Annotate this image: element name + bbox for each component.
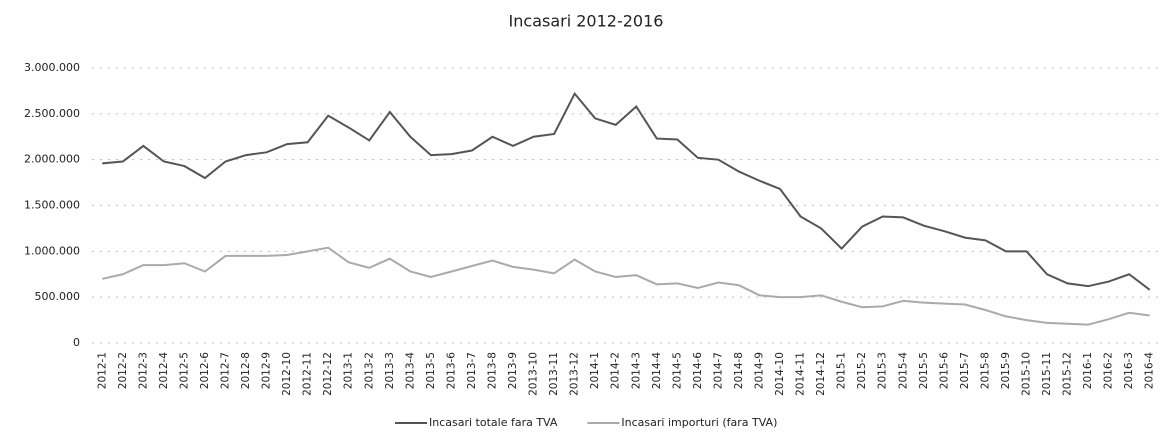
x-tick-label: 2014-7 [712,352,724,389]
x-tick-label: 2012-4 [158,352,170,390]
legend-label: Incasari totale fara TVA [429,416,558,429]
x-tick-label: 2015-12 [1062,352,1074,396]
x-tick-label: 2013-5 [425,352,437,389]
x-tick-label: 2014-11 [795,352,807,396]
y-tick-label: 1.000.000 [24,244,80,257]
x-tick-label: 2013-7 [466,352,478,389]
x-tick-label: 2012-10 [281,352,293,396]
x-tick-label: 2013-4 [404,352,416,390]
x-tick-label: 2016-3 [1123,352,1135,389]
x-tick-label: 2014-12 [815,352,827,396]
x-tick-label: 2012-9 [261,352,273,389]
x-tick-label: 2012-6 [199,352,211,390]
x-tick-label: 2013-2 [363,352,375,389]
x-tick-label: 2015-8 [979,352,991,389]
y-tick-label: 500.000 [35,290,81,303]
x-tick-label: 2015-11 [1041,352,1053,396]
x-tick-label: 2012-12 [322,352,334,396]
y-tick-label: 0 [73,336,80,349]
y-tick-label: 1.500.000 [24,199,80,212]
chart-title: Incasari 2012-2016 [509,12,664,31]
x-tick-label: 2012-5 [178,352,190,389]
x-tick-label: 2015-9 [1000,352,1012,389]
x-tick-label: 2015-5 [918,352,930,389]
x-tick-label: 2013-1 [343,352,355,389]
x-tick-label: 2016-2 [1103,352,1115,389]
x-tick-label: 2013-6 [445,352,457,390]
x-tick-label: 2014-6 [692,352,704,390]
x-tick-label: 2014-4 [651,352,663,390]
series-line [102,246,1150,326]
x-tick-label: 2012-3 [137,352,149,389]
x-tick-label: 2014-9 [754,352,766,389]
x-tick-label: 2015-4 [897,352,909,390]
x-tick-label: 2015-1 [836,352,848,389]
x-tick-label: 2013-9 [507,352,519,389]
x-tick-label: 2014-5 [671,352,683,389]
legend-label: Incasari importuri (fara TVA) [621,416,777,429]
x-tick-label: 2014-8 [733,352,745,389]
x-tick-label: 2015-2 [856,352,868,389]
x-tick-label: 2016-1 [1082,352,1094,389]
x-tick-label: 2013-11 [548,352,560,396]
x-tick-label: 2012-11 [302,352,314,396]
y-tick-label: 2.500.000 [24,107,80,120]
y-tick-label: 3.000.000 [24,61,80,74]
x-tick-label: 2014-3 [630,352,642,389]
x-tick-label: 2012-7 [220,352,232,389]
x-tick-label: 2014-1 [589,352,601,389]
x-tick-label: 2013-12 [569,352,581,396]
x-tick-label: 2015-10 [1021,352,1033,396]
x-tick-label: 2014-10 [774,352,786,396]
x-tick-label: 2014-2 [610,352,622,389]
x-tick-label: 2012-2 [117,352,129,389]
series-line [102,91,1151,291]
x-tick-label: 2012-1 [96,352,108,389]
x-tick-label: 2015-6 [938,352,950,390]
x-tick-label: 2016-4 [1144,352,1156,390]
x-tick-label: 2015-7 [959,352,971,389]
x-tick-label: 2013-3 [384,352,396,389]
x-tick-label: 2015-3 [877,352,889,389]
y-tick-label: 2.000.000 [24,153,80,166]
x-tick-label: 2013-10 [528,352,540,396]
x-tick-label: 2012-8 [240,352,252,389]
x-tick-label: 2013-8 [487,352,499,389]
